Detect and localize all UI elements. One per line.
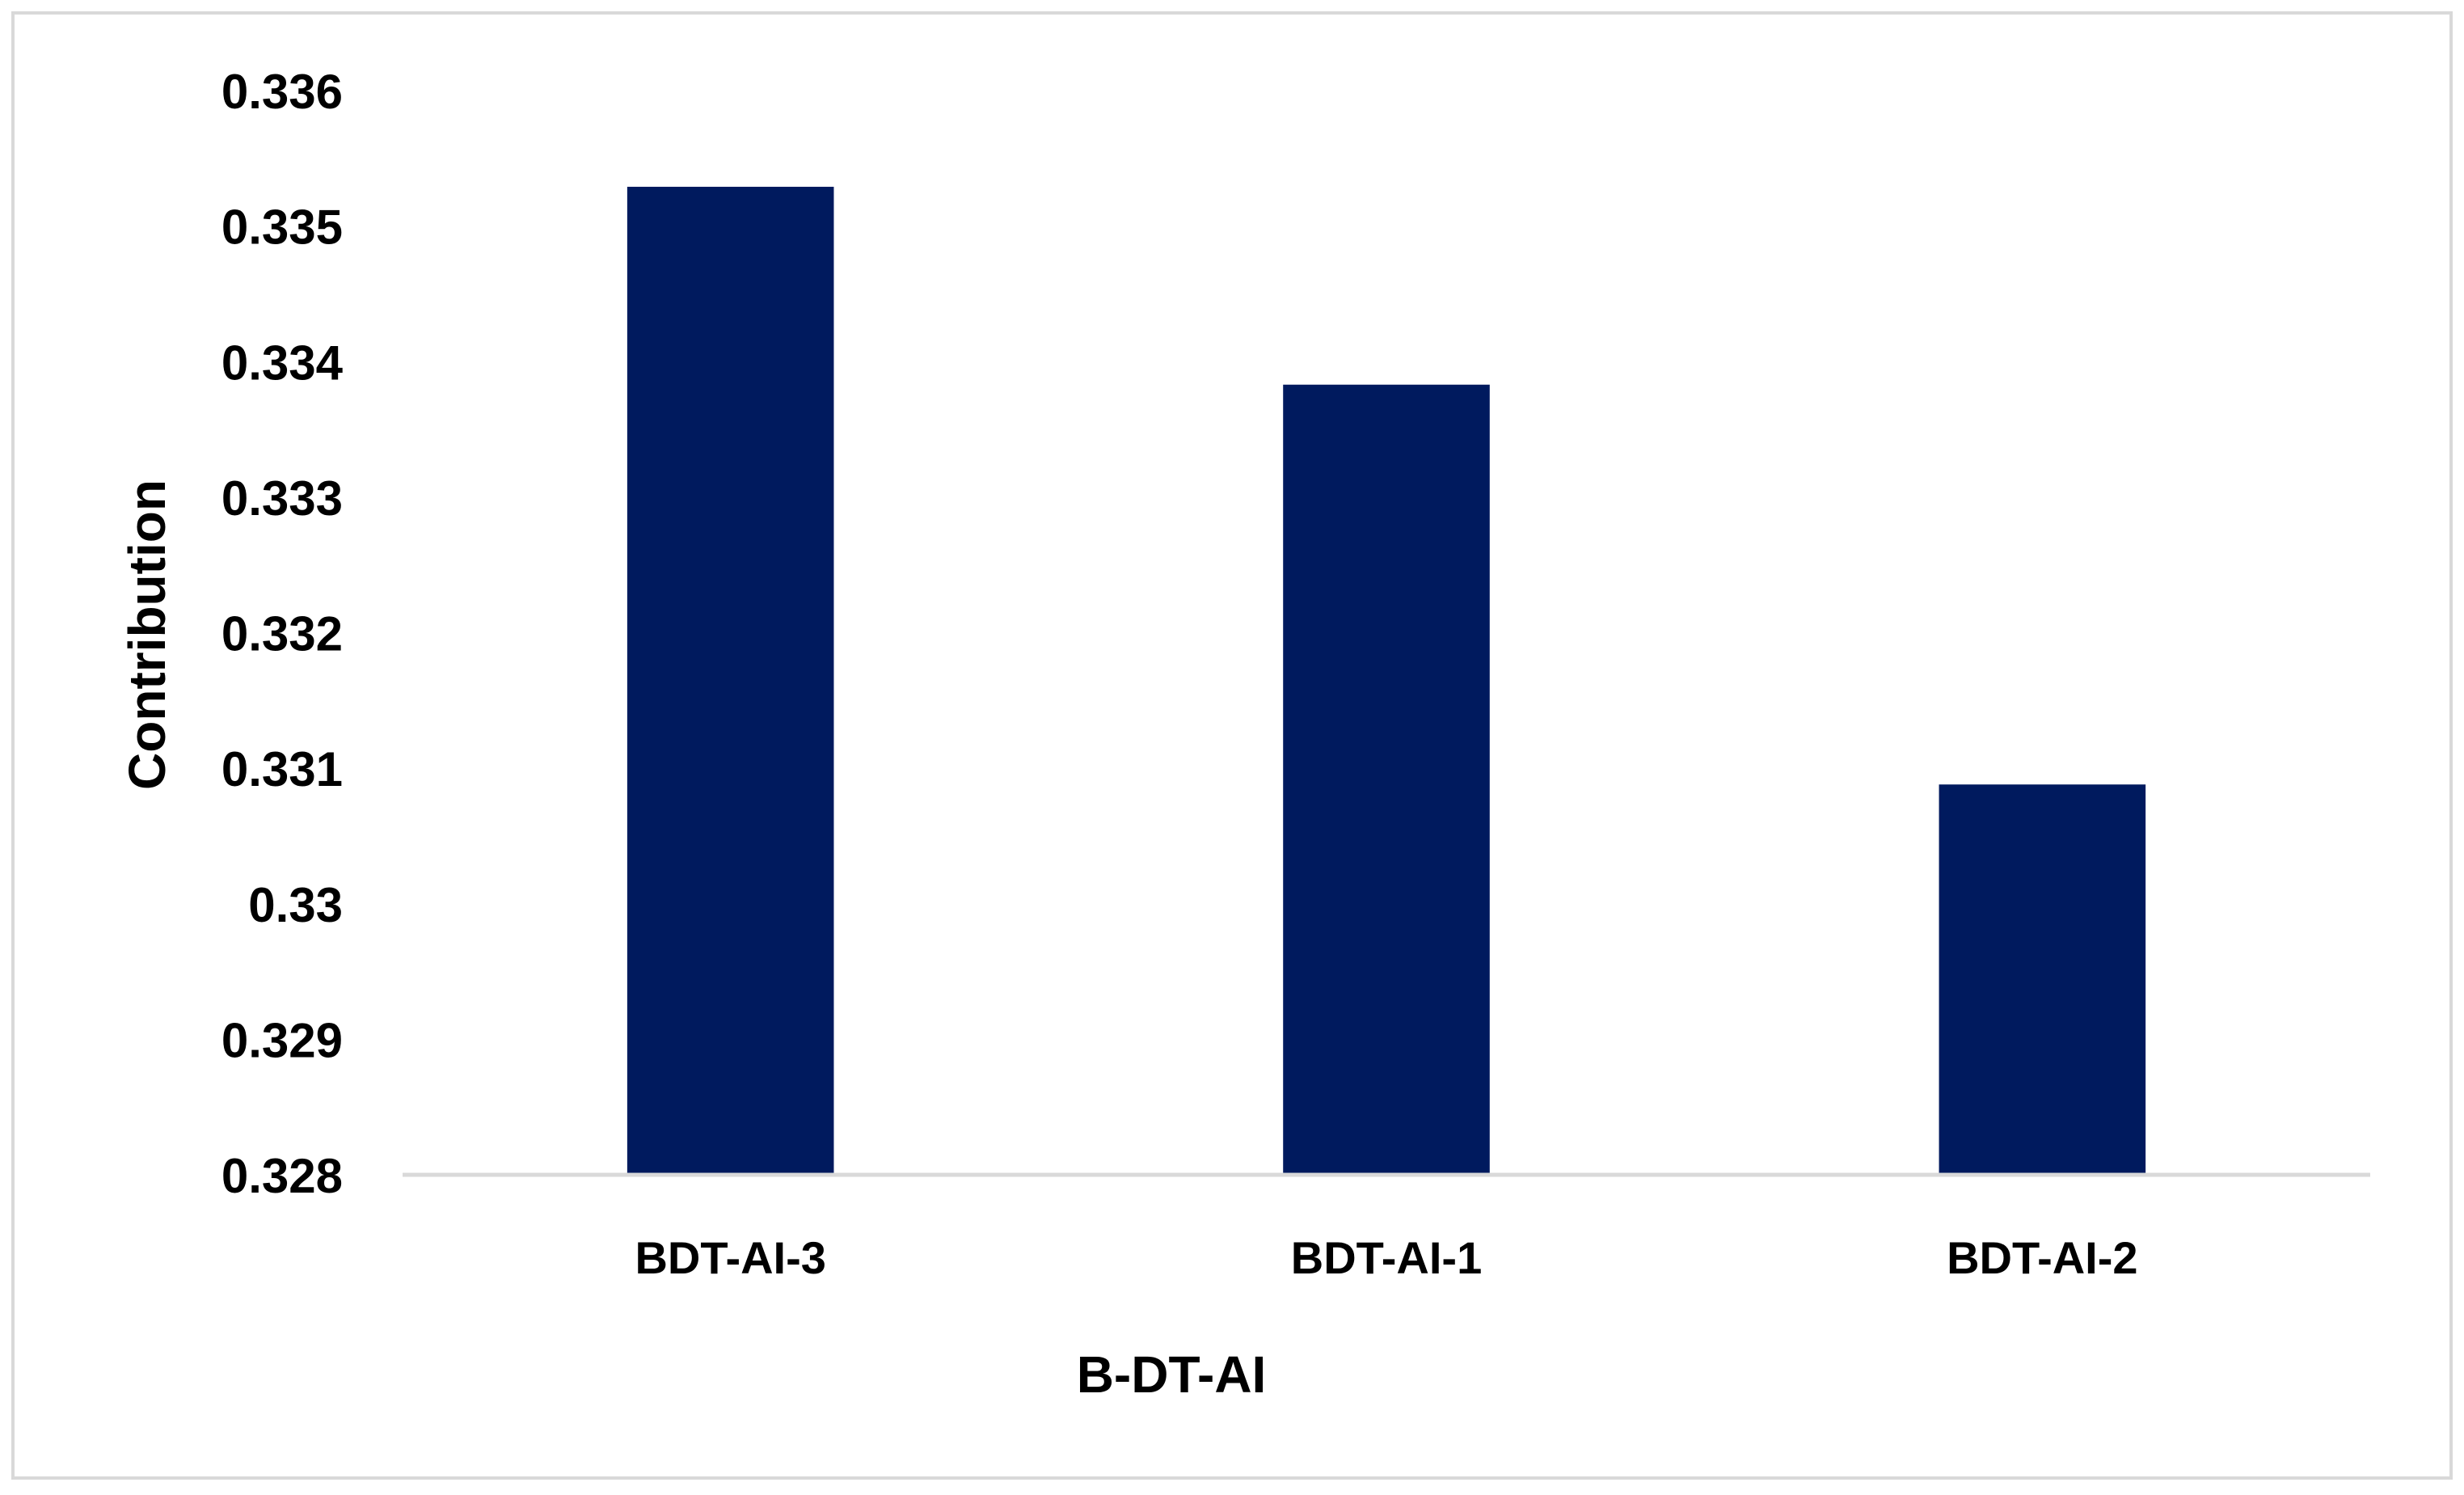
y-tick-label: 0.336 (222, 65, 343, 119)
y-tick-label: 0.331 (222, 742, 343, 796)
y-axis-label: Contribution (118, 479, 176, 790)
y-tick-label: 0.332 (222, 607, 343, 661)
y-tick-label: 0.335 (222, 201, 343, 255)
x-tick-label: BDT-AI-3 (635, 1232, 825, 1283)
y-tick-label: 0.328 (222, 1149, 343, 1203)
x-tick-labels: BDT-AI-3 BDT-AI-1 BDT-AI-2 (635, 1232, 2137, 1283)
y-tick-label: 0.329 (222, 1013, 343, 1067)
bar (627, 187, 834, 1175)
x-axis-label: B-DT-AI (1077, 1345, 1267, 1404)
chart-border (11, 11, 2453, 1480)
x-tick-label: BDT-AI-1 (1291, 1232, 1482, 1283)
bars (627, 187, 2146, 1176)
bar (1939, 784, 2146, 1175)
x-tick-label: BDT-AI-2 (1947, 1232, 2137, 1283)
y-tick-label: 0.33 (248, 878, 343, 932)
y-tick-label: 0.333 (222, 471, 343, 526)
y-tick-labels: 0.328 0.329 0.33 0.331 0.332 0.333 0.334 0.335 0… (222, 65, 344, 1203)
y-tick-label: 0.334 (222, 336, 344, 390)
bar (1283, 384, 1490, 1176)
